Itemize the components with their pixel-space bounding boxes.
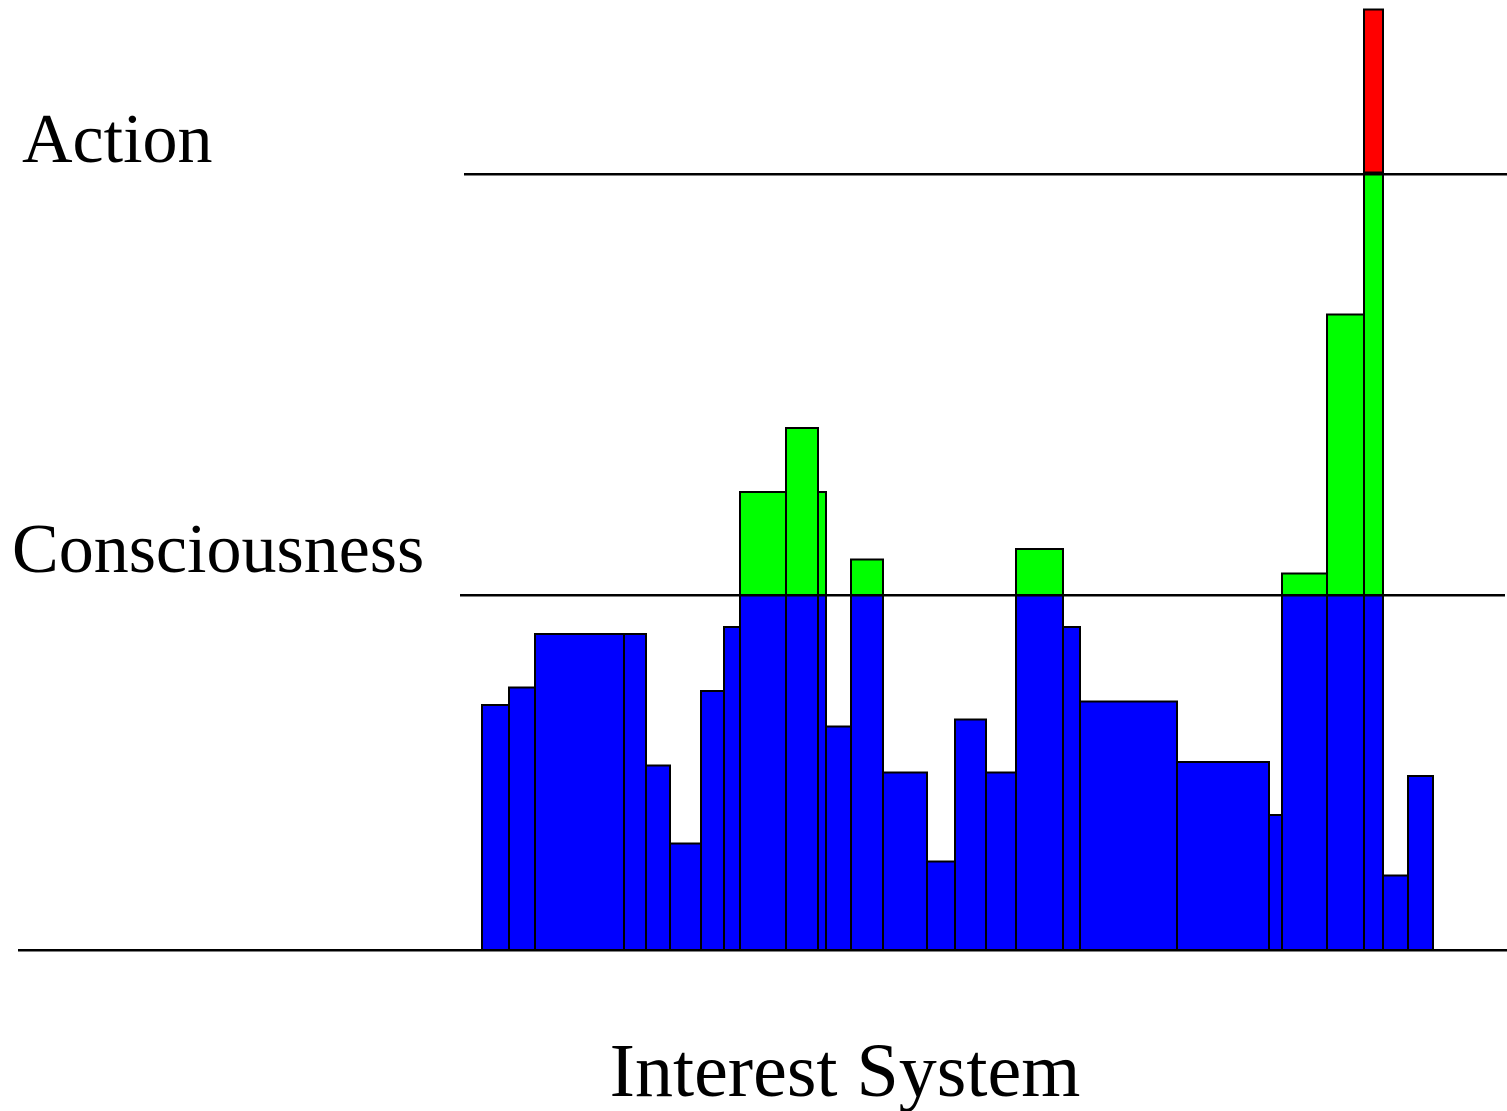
interest-bar (1281, 572, 1328, 951)
bar-segment-below-consciousness (1407, 775, 1434, 951)
interest-bar (623, 633, 647, 951)
interest-bar (1268, 814, 1283, 951)
bar-segment-below-consciousness (1382, 874, 1409, 952)
interest-bar (850, 558, 884, 951)
bar-segment-above-consciousness (739, 491, 787, 596)
interest-bar (1015, 547, 1064, 951)
bar-segment-below-consciousness (623, 633, 647, 951)
interest-bar (954, 718, 987, 951)
bar-segment-below-consciousness (825, 725, 852, 951)
interest-bar (508, 686, 536, 951)
interest-bar (825, 725, 852, 951)
bar-segment-below-consciousness (739, 594, 787, 951)
bar-segment-below-consciousness (1062, 625, 1081, 951)
bar-segment-below-consciousness (1326, 594, 1365, 951)
bar-segment-below-consciousness (669, 842, 702, 951)
diagram-title: Interest System (610, 1029, 1081, 1111)
bar-segment-below-consciousness (926, 860, 956, 951)
bar-segment-below-consciousness (954, 718, 987, 951)
bar-segment-below-consciousness (1363, 594, 1384, 951)
bar-segment-below-consciousness (1268, 814, 1283, 951)
interest-bars (481, 8, 1434, 952)
interest-bar (1062, 625, 1081, 951)
interest-bar (1079, 700, 1178, 951)
interest-bar (669, 842, 702, 951)
interest-bar (534, 633, 625, 951)
interest-bar (926, 860, 956, 951)
interest-bar (645, 764, 671, 952)
bar-segment-above-consciousness (1326, 313, 1365, 596)
bar-segment-below-consciousness (850, 594, 884, 951)
bar-segment-below-consciousness (481, 704, 510, 951)
bar-segment-below-consciousness (645, 764, 671, 952)
bar-segment-above-consciousness (1281, 572, 1328, 597)
interest-bar (1363, 8, 1384, 951)
consciousness-label: Consciousness (12, 511, 424, 588)
bar-segment-below-consciousness (882, 771, 928, 951)
interest-bar (985, 771, 1017, 951)
interest-bar (1382, 874, 1409, 952)
bar-segment-below-consciousness (723, 625, 741, 951)
interest-bar (700, 689, 725, 951)
bar-segment-below-consciousness (817, 594, 827, 951)
bar-segment-below-consciousness (1176, 760, 1270, 951)
interest-bar (817, 491, 827, 951)
bar-segment-below-consciousness (1015, 594, 1064, 951)
bar-segment-above-consciousness (1363, 171, 1384, 597)
interest-bar (1176, 760, 1270, 951)
interest-bar (785, 427, 819, 951)
bar-segment-below-consciousness (534, 633, 625, 951)
action-label: Action (22, 101, 213, 178)
bar-segment-above-consciousness (850, 558, 884, 596)
interest-bar (481, 704, 510, 951)
interest-bar (739, 491, 787, 951)
interest-bar (882, 771, 928, 951)
bar-segment-above-action (1363, 8, 1384, 174)
bar-segment-below-consciousness (1281, 594, 1328, 951)
interest-bar (1407, 775, 1434, 951)
bar-segment-below-consciousness (785, 594, 819, 951)
bar-segment-below-consciousness (985, 771, 1017, 951)
interest-bar (1326, 313, 1365, 951)
bar-segment-above-consciousness (817, 491, 827, 596)
bar-segment-below-consciousness (1079, 700, 1178, 951)
bar-segment-above-consciousness (1015, 547, 1064, 596)
bar-segment-below-consciousness (508, 686, 536, 951)
bar-segment-above-consciousness (785, 427, 819, 596)
interest-bar (723, 625, 741, 951)
bar-segment-below-consciousness (700, 689, 725, 951)
